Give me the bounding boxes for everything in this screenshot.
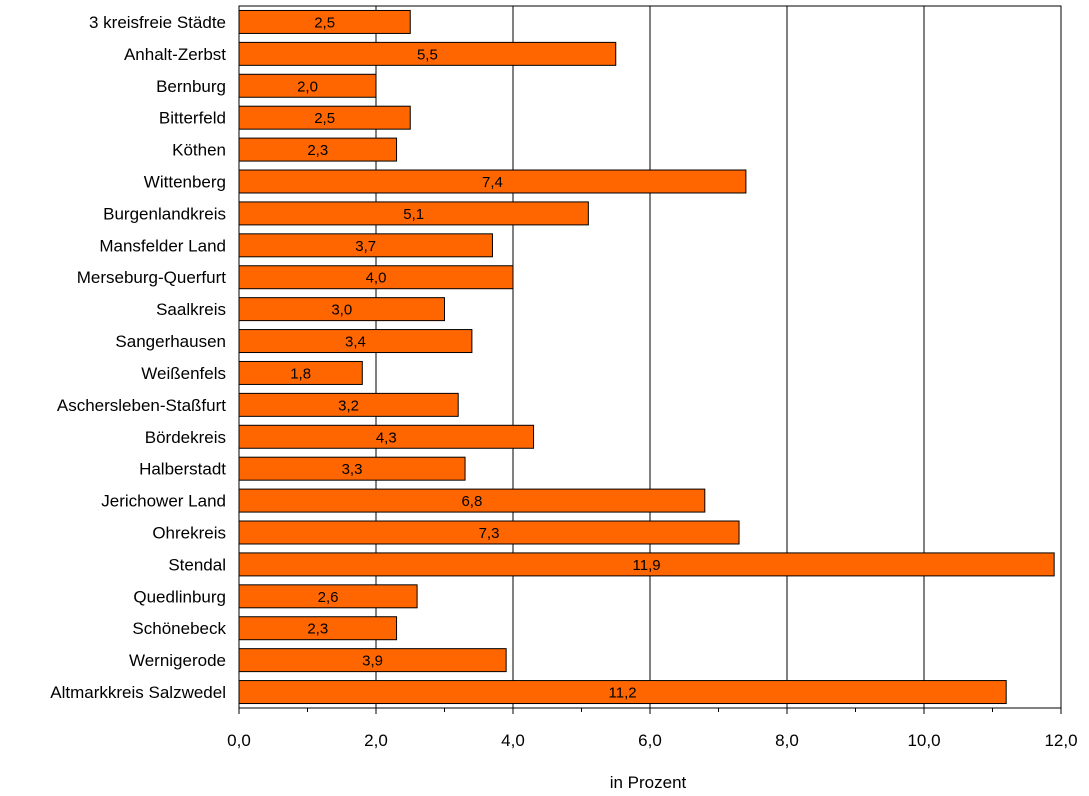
category-label: Jerichower Land bbox=[101, 492, 226, 511]
x-tick-label: 10,0 bbox=[907, 731, 940, 750]
data-label: 11,9 bbox=[633, 557, 661, 574]
data-label: 2,5 bbox=[314, 14, 335, 31]
bar bbox=[238, 680, 1007, 705]
bar bbox=[238, 105, 411, 130]
bar bbox=[238, 201, 589, 226]
data-label: 3,7 bbox=[355, 238, 376, 255]
data-labels: 2,5 5,5 2,0 2,5 2,3 7,4 5,1 3,7 4,0 3,0 3,4 1,8 3,2 4… bbox=[290, 14, 660, 701]
category-label: Bernburg bbox=[156, 77, 226, 96]
data-label: 3,3 bbox=[342, 461, 363, 478]
bar bbox=[238, 488, 706, 513]
category-label: Altmarkkreis Salzwedel bbox=[50, 683, 226, 702]
bar bbox=[238, 9, 411, 34]
data-label: 5,5 bbox=[417, 46, 438, 63]
category-label: Bitterfeld bbox=[159, 109, 226, 128]
data-label: 2,0 bbox=[297, 78, 318, 95]
bar bbox=[238, 169, 747, 194]
bar bbox=[238, 329, 473, 354]
category-label: Stendal bbox=[168, 555, 226, 574]
data-label: 4,3 bbox=[376, 429, 397, 446]
data-label: 6,8 bbox=[461, 493, 482, 510]
bar bbox=[238, 520, 740, 545]
data-label: 2,3 bbox=[307, 142, 328, 159]
category-label: Quedlinburg bbox=[133, 587, 226, 606]
category-labels: 3 kreisfreie Städte Anhalt-Zerbst Bernburg… bbox=[50, 13, 226, 702]
data-label: 3,9 bbox=[362, 653, 383, 670]
category-label: Schönebeck bbox=[132, 619, 226, 638]
category-label: Anhalt-Zerbst bbox=[124, 45, 226, 64]
category-label: Weißenfels bbox=[141, 364, 226, 383]
bar bbox=[238, 73, 377, 98]
x-tick-label: 2,0 bbox=[364, 731, 388, 750]
x-tick-label: 12,0 bbox=[1044, 731, 1077, 750]
category-label: Mansfelder Land bbox=[99, 236, 226, 255]
category-label: Burgenlandkreis bbox=[103, 204, 226, 223]
category-label: 3 kreisfreie Städte bbox=[89, 13, 226, 32]
x-tick-label: 4,0 bbox=[501, 731, 525, 750]
category-label: Ohrekreis bbox=[152, 524, 226, 543]
bar bbox=[238, 456, 466, 481]
category-label: Bördekreis bbox=[145, 428, 226, 447]
bar bbox=[238, 552, 1055, 577]
data-label: 11,2 bbox=[609, 685, 637, 702]
category-label: Köthen bbox=[172, 141, 226, 160]
data-label: 3,0 bbox=[331, 302, 352, 319]
category-label: Aschersleben-Staßfurt bbox=[57, 396, 226, 415]
bar bbox=[238, 297, 445, 322]
data-label: 4,0 bbox=[366, 270, 387, 287]
bar bbox=[238, 265, 514, 290]
bar bbox=[238, 137, 398, 162]
data-label: 7,3 bbox=[479, 525, 500, 542]
bar bbox=[238, 392, 459, 417]
x-tick-label: 0,0 bbox=[227, 731, 251, 750]
category-label: Sangerhausen bbox=[115, 332, 226, 351]
data-label: 2,5 bbox=[314, 110, 335, 127]
category-label: Wernigerode bbox=[129, 651, 226, 670]
category-label: Wittenberg bbox=[144, 173, 226, 192]
bar bbox=[238, 41, 617, 66]
x-tick-label: 6,0 bbox=[638, 731, 662, 750]
data-label: 2,6 bbox=[318, 589, 339, 606]
bar bbox=[238, 360, 363, 385]
x-axis-title: in Prozent bbox=[610, 773, 687, 792]
bar bbox=[238, 584, 418, 609]
axes bbox=[238, 707, 1062, 714]
x-tick-labels: 0,0 2,0 4,0 6,0 8,0 10,0 12,0 bbox=[227, 731, 1077, 750]
category-label: Merseburg-Querfurt bbox=[77, 268, 227, 287]
bar bbox=[238, 424, 535, 449]
data-label: 1,8 bbox=[290, 365, 311, 382]
x-tick-label: 8,0 bbox=[775, 731, 799, 750]
data-label: 3,2 bbox=[338, 397, 359, 414]
bar bbox=[238, 233, 493, 258]
data-label: 2,3 bbox=[307, 621, 328, 638]
category-label: Halberstadt bbox=[139, 460, 226, 479]
category-label: Saalkreis bbox=[156, 300, 226, 319]
bar bbox=[238, 648, 507, 673]
data-label: 7,4 bbox=[482, 174, 503, 191]
bars bbox=[238, 9, 1055, 705]
data-label: 5,1 bbox=[403, 206, 424, 223]
bar bbox=[238, 616, 398, 641]
data-label: 3,4 bbox=[345, 334, 366, 351]
